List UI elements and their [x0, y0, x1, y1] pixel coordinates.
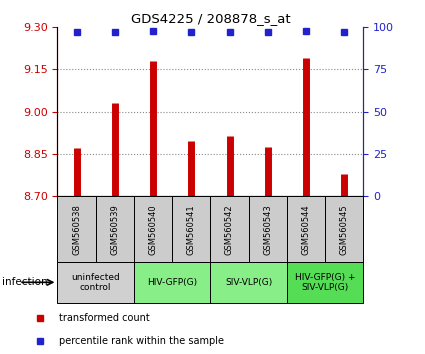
Bar: [96, 196, 134, 262]
Bar: [210, 262, 287, 303]
Title: GDS4225 / 208878_s_at: GDS4225 / 208878_s_at: [130, 12, 290, 25]
Bar: [134, 196, 172, 262]
Text: GSM560544: GSM560544: [301, 204, 311, 255]
Text: HIV-GFP(G) +
SIV-VLP(G): HIV-GFP(G) + SIV-VLP(G): [295, 273, 355, 292]
Bar: [210, 196, 249, 262]
Text: SIV-VLP(G): SIV-VLP(G): [225, 278, 272, 287]
Bar: [249, 196, 287, 262]
Bar: [172, 196, 210, 262]
Bar: [57, 196, 96, 262]
Bar: [325, 196, 363, 262]
Text: uninfected
control: uninfected control: [71, 273, 120, 292]
Text: GSM560542: GSM560542: [225, 204, 234, 255]
Text: HIV-GFP(G): HIV-GFP(G): [147, 278, 197, 287]
Text: GSM560545: GSM560545: [340, 204, 349, 255]
Bar: [287, 196, 325, 262]
Text: percentile rank within the sample: percentile rank within the sample: [59, 336, 224, 346]
Text: GSM560539: GSM560539: [110, 204, 119, 255]
Text: GSM560541: GSM560541: [187, 204, 196, 255]
Bar: [134, 262, 210, 303]
Text: GSM560540: GSM560540: [148, 204, 158, 255]
Text: GSM560543: GSM560543: [263, 204, 272, 255]
Text: infection: infection: [2, 277, 48, 287]
Bar: [57, 262, 134, 303]
Text: GSM560538: GSM560538: [72, 204, 81, 255]
Text: transformed count: transformed count: [59, 313, 150, 323]
Bar: [287, 262, 363, 303]
